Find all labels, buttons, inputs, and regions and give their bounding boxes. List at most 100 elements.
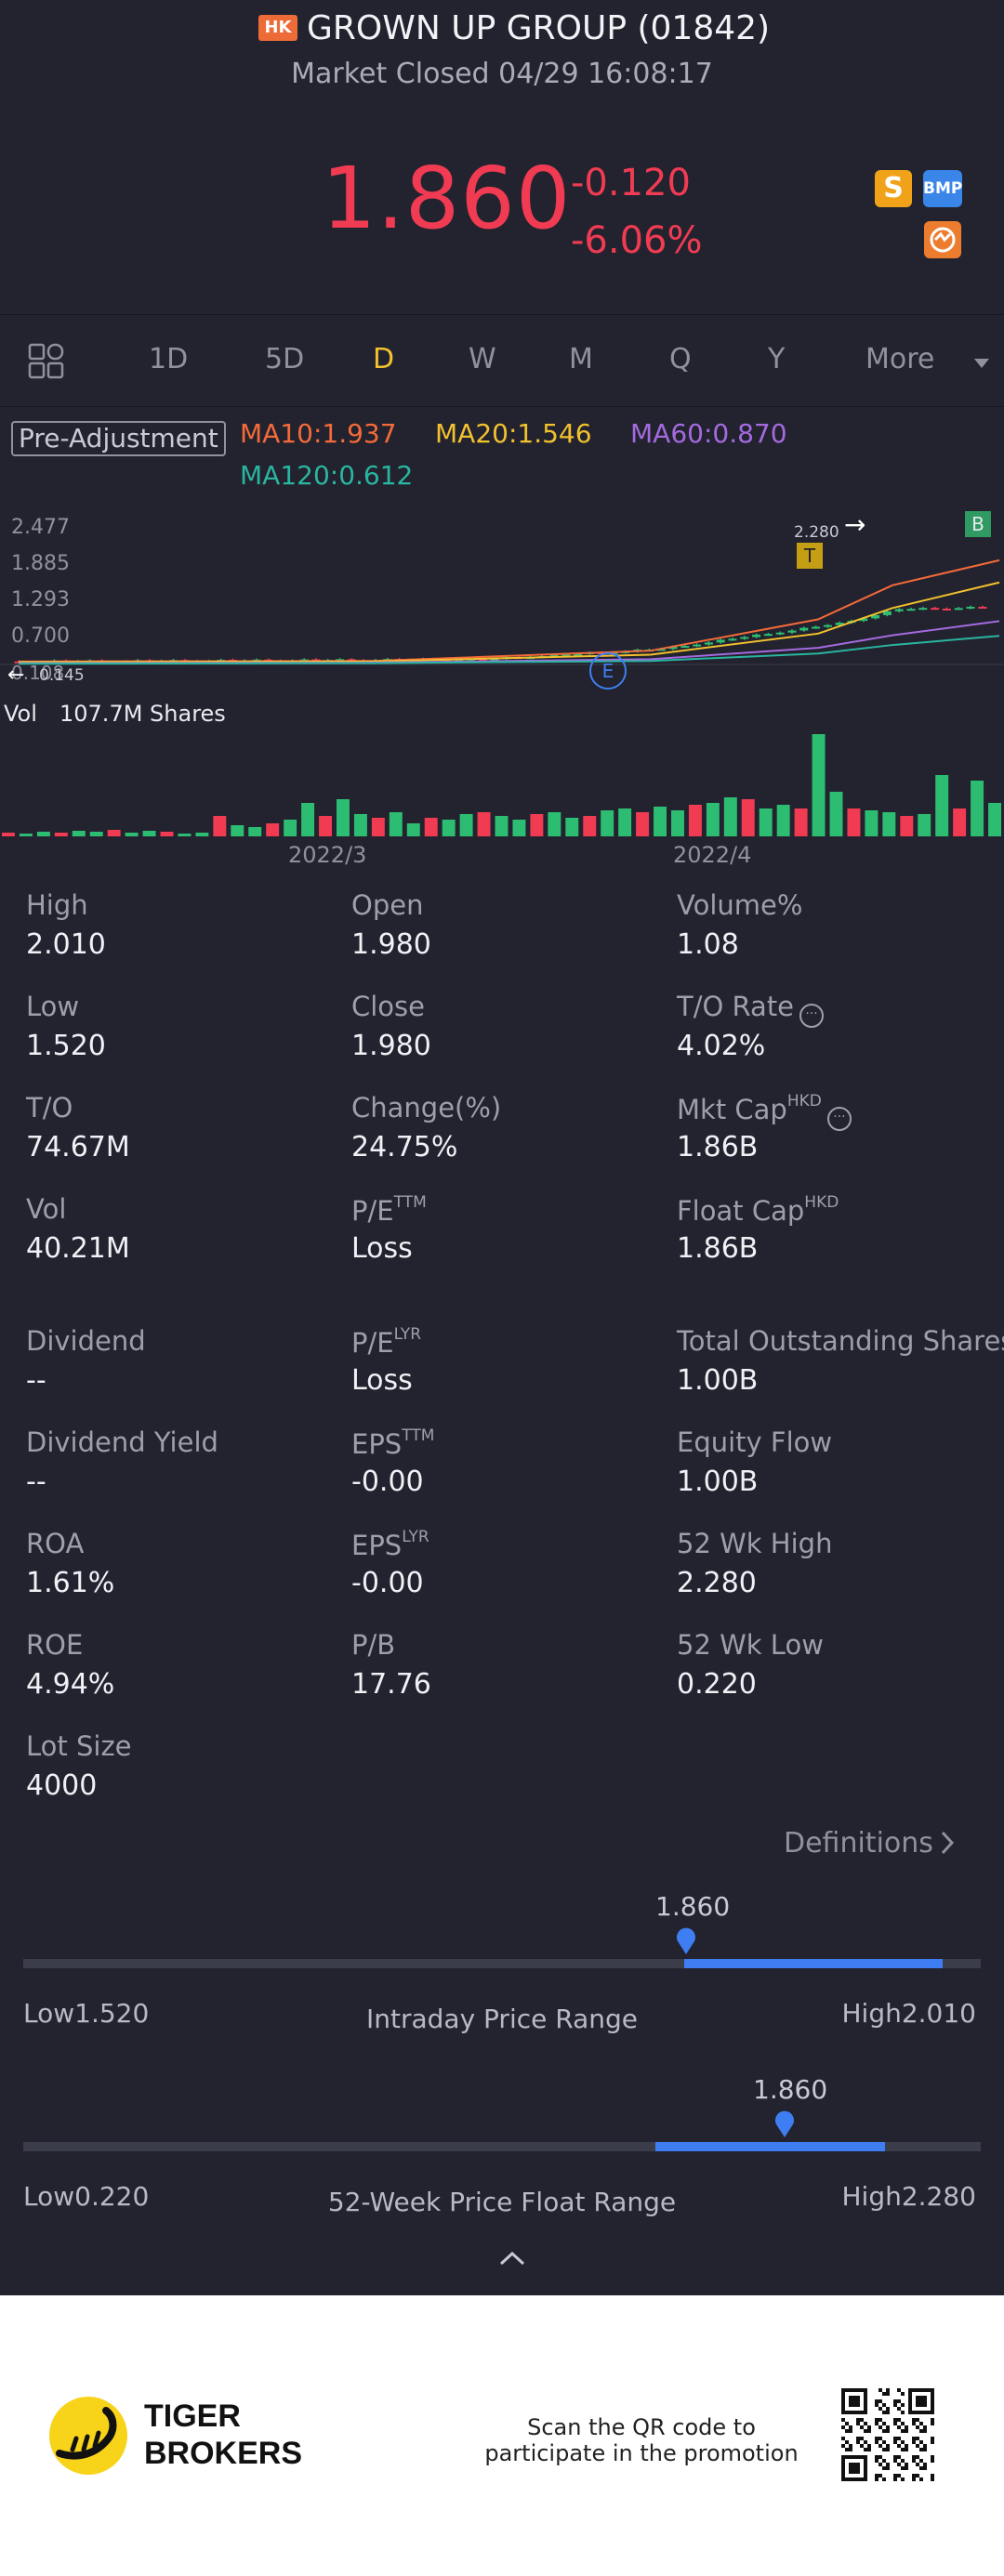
stat-label: Equity Flow <box>677 1426 832 1458</box>
trade-marker-b[interactable]: B <box>965 511 991 537</box>
tab-quarterly[interactable]: Q <box>669 343 692 375</box>
volume-bar <box>671 810 684 836</box>
info-icon[interactable]: ··· <box>799 1004 825 1028</box>
info-icon[interactable]: ··· <box>826 1107 852 1131</box>
volume-bar <box>512 820 526 836</box>
qr-module <box>912 2422 916 2425</box>
event-marker-e[interactable]: E <box>589 652 627 690</box>
qr-module <box>916 2474 919 2477</box>
stat-value: 1.980 <box>351 1030 431 1062</box>
stat-label-text: Close <box>351 991 425 1022</box>
candle <box>455 659 464 662</box>
volume-bar <box>548 812 561 836</box>
qr-module <box>867 2448 871 2451</box>
volume-bar <box>530 814 544 836</box>
stat-label-text: Open <box>351 889 424 921</box>
qr-module <box>856 2418 860 2422</box>
volume-chart[interactable] <box>0 725 1004 838</box>
qr-module <box>919 2440 923 2444</box>
qr-module <box>923 2463 927 2466</box>
tab-yearly[interactable]: Y <box>768 343 786 375</box>
stat-value: 1.08 <box>677 928 739 961</box>
candle <box>894 609 904 611</box>
options-badge-icon[interactable] <box>924 221 961 258</box>
qr-module <box>882 2403 886 2407</box>
qr-module <box>875 2437 878 2440</box>
qr-code[interactable] <box>841 2388 934 2481</box>
stat-label-text: P/E <box>351 1195 394 1227</box>
stat-label-text: Dividend Yield <box>26 1426 218 1458</box>
ma20-label: MA20:1.546 <box>435 418 592 449</box>
volume-bar <box>2 833 15 836</box>
volume-bar <box>389 812 403 836</box>
intraday-range-title: Intraday Price Range <box>365 2004 638 2034</box>
volume-bar <box>19 834 33 836</box>
volume-bar <box>477 812 491 836</box>
stat-label-text: Volume% <box>677 889 803 921</box>
stat-label: Volume% <box>677 889 802 921</box>
stat-label: Open <box>351 889 423 921</box>
qr-module <box>886 2388 890 2392</box>
stat-label-text: Vol <box>26 1193 67 1225</box>
more-dropdown-icon[interactable] <box>974 356 989 374</box>
candlestick-chart[interactable] <box>0 502 1004 688</box>
volume-bar <box>900 816 914 836</box>
market-badge: HK <box>258 15 297 41</box>
stat-label-superscript: TTM <box>393 1193 427 1212</box>
volume-bar <box>636 812 650 836</box>
candle <box>871 614 880 619</box>
tab-5d[interactable]: 5D <box>265 343 305 375</box>
week52-range-fill <box>654 2142 885 2151</box>
qr-module <box>875 2440 878 2444</box>
qr-module <box>875 2474 878 2477</box>
volume-bar <box>266 823 280 836</box>
ma10-label: MA10:1.937 <box>240 418 397 449</box>
bmp-badge-icon[interactable]: BMP <box>923 170 962 207</box>
qr-finder <box>849 2463 860 2474</box>
qr-module <box>912 2418 916 2422</box>
qr-module <box>897 2444 901 2448</box>
qr-module <box>912 2474 916 2477</box>
tab-weekly[interactable]: W <box>469 343 496 375</box>
qr-module <box>864 2448 867 2451</box>
qr-module <box>901 2448 905 2451</box>
stat-label: High <box>26 889 88 921</box>
volume-bar <box>706 803 720 836</box>
qr-module <box>897 2463 901 2466</box>
high-arrow-icon: → <box>844 509 866 540</box>
qr-module <box>841 2425 845 2429</box>
qr-module <box>845 2422 849 2425</box>
tab-daily[interactable]: D <box>373 343 395 375</box>
stat-value: 2.010 <box>26 928 106 961</box>
layout-grid-icon[interactable] <box>28 343 65 384</box>
qr-module <box>882 2422 886 2425</box>
volume-bar <box>160 832 174 836</box>
stat-label: T/O <box>26 1092 73 1124</box>
qr-module <box>886 2444 890 2448</box>
definitions-link[interactable]: Definitions <box>784 1827 933 1860</box>
volume-bar <box>882 812 896 836</box>
qr-module <box>893 2418 897 2422</box>
qr-module <box>860 2425 864 2429</box>
tab-monthly[interactable]: M <box>569 343 593 375</box>
stat-label-text: Float Cap <box>677 1195 805 1227</box>
stat-label-text: EPS <box>351 1530 403 1561</box>
tab-1d[interactable]: 1D <box>149 343 189 375</box>
volume-value: 107.7M Shares <box>59 701 226 727</box>
brand-name-line2: BROKERS <box>144 2436 303 2471</box>
pre-adjustment-toggle[interactable]: Pre-Adjustment <box>11 421 226 456</box>
tab-more[interactable]: More <box>865 343 935 375</box>
collapse-chevron-icon[interactable] <box>498 2249 526 2271</box>
qr-module <box>893 2477 897 2481</box>
volume-bar <box>178 834 192 836</box>
y-tick-3: 1.293 <box>11 588 70 611</box>
stat-label-text: Low <box>26 991 80 1022</box>
trade-marker-t[interactable]: T <box>797 543 823 569</box>
candle <box>693 644 702 647</box>
stat-label-text: Mkt Cap <box>677 1094 787 1125</box>
stat-label-text: High <box>26 889 88 921</box>
short-sell-badge-icon[interactable]: S <box>875 170 912 207</box>
chevron-right-icon[interactable] <box>939 1827 958 1862</box>
qr-module <box>882 2411 886 2414</box>
qr-module <box>916 2455 919 2459</box>
